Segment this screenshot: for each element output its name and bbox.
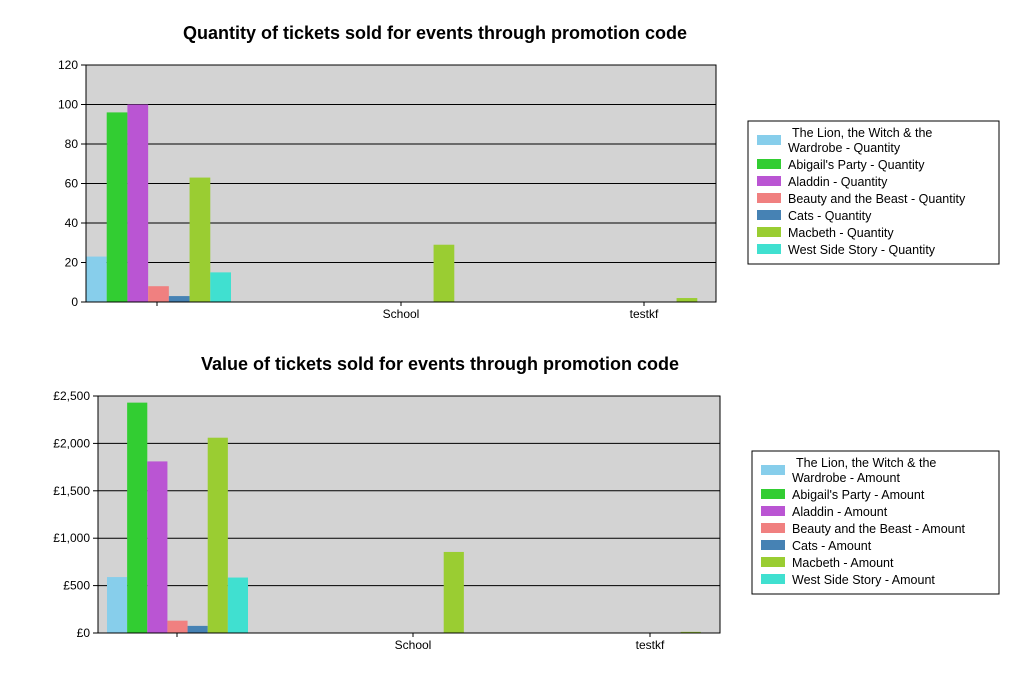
bar <box>106 112 128 303</box>
legend-swatch <box>761 557 785 567</box>
chart-title: Value of tickets sold for events through… <box>201 354 679 374</box>
y-tick-label: £0 <box>77 626 91 640</box>
legend-label: Aladdin - Quantity <box>788 175 888 189</box>
legend-box <box>747 120 1000 265</box>
legend-label: Beauty and the Beast - Amount <box>792 522 966 536</box>
x-tick-label: School <box>395 638 432 652</box>
legend-swatch <box>757 135 781 145</box>
bar <box>189 177 211 302</box>
x-tick-label: testkf <box>630 307 659 321</box>
legend-swatch <box>761 506 785 516</box>
legend-label: Cats - Amount <box>792 539 872 553</box>
bar <box>167 620 188 633</box>
plot-border <box>97 395 721 634</box>
y-tick-label: 100 <box>58 98 78 112</box>
bar <box>676 298 698 302</box>
legend-label: Cats - Quantity <box>788 209 872 223</box>
legend-label: Aladdin - Amount <box>792 505 888 519</box>
legend-label: The Lion, the Witch & the Wardrobe - Amou… <box>792 456 936 485</box>
legend-label: Macbeth - Amount <box>792 556 894 570</box>
legend-label: West Side Story - Quantity <box>788 243 936 257</box>
legend-label: Beauty and the Beast - Quantity <box>788 192 966 206</box>
legend-swatch <box>757 227 781 237</box>
bar <box>86 256 107 302</box>
y-tick-label: 20 <box>65 256 79 270</box>
bar <box>127 402 148 633</box>
chart-2: Value of tickets sold for events through… <box>53 354 1000 652</box>
y-tick-label: £1,500 <box>53 484 90 498</box>
bar <box>680 631 701 633</box>
y-tick-label: £2,000 <box>53 436 90 450</box>
y-tick-label: £1,000 <box>53 531 90 545</box>
bar <box>107 577 128 633</box>
y-tick-label: 40 <box>65 216 79 230</box>
legend-label: West Side Story - Amount <box>792 573 935 587</box>
legend-swatch <box>761 489 785 499</box>
legend-swatch <box>757 210 781 220</box>
bar <box>443 551 464 633</box>
bar <box>168 296 190 302</box>
bar <box>127 104 149 302</box>
bar <box>210 272 231 302</box>
legend-swatch <box>757 244 781 254</box>
bar <box>227 577 248 633</box>
y-tick-label: 80 <box>65 137 79 151</box>
legend-label: Abigail's Party - Quantity <box>788 158 925 172</box>
legend-swatch <box>757 159 781 169</box>
chart-1: Quantity of tickets sold for events thro… <box>58 23 1000 321</box>
y-tick-label: 120 <box>58 58 78 72</box>
y-tick-label: 0 <box>71 295 78 309</box>
legend-label: Abigail's Party - Amount <box>792 488 925 502</box>
bar <box>148 286 169 302</box>
legend-label: The Lion, the Witch & the Wardrobe - Quan… <box>788 126 932 155</box>
bar <box>147 461 168 633</box>
chart-title: Quantity of tickets sold for events thro… <box>183 23 687 43</box>
legend-swatch <box>761 574 785 584</box>
legend-swatch <box>761 540 785 550</box>
x-tick-label: School <box>383 307 420 321</box>
x-tick-label: testkf <box>636 638 665 652</box>
y-tick-label: £2,500 <box>53 389 90 403</box>
legend-swatch <box>757 176 781 186</box>
y-tick-label: £500 <box>63 579 90 593</box>
legend-swatch <box>761 523 785 533</box>
y-tick-label: 60 <box>65 177 79 191</box>
bar <box>433 244 455 302</box>
legend-box <box>751 450 1000 595</box>
legend-swatch <box>761 465 785 475</box>
legend-swatch <box>757 193 781 203</box>
legend-label: Macbeth - Quantity <box>788 226 894 240</box>
plot-area <box>98 396 720 633</box>
bar <box>187 625 208 633</box>
bar <box>207 437 228 633</box>
